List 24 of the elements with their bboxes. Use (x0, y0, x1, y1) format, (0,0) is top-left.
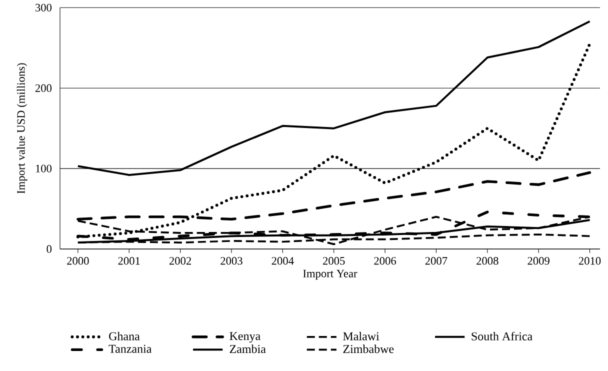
legend-label: Kenya (230, 332, 260, 343)
x-axis-title: Import Year (303, 270, 358, 280)
x-tick-label: 2001 (118, 257, 140, 265)
legend-label: Ghana (109, 332, 140, 340)
x-tick-label: 2010 (578, 257, 601, 265)
y-tick-label: 300 (36, 4, 52, 12)
y-tick-label: 200 (35, 84, 52, 92)
legend-label: Tanzania (108, 344, 152, 353)
x-tick-label: 2007 (425, 257, 448, 265)
x-tick-label: 2008 (476, 257, 498, 265)
x-tick-label: 2003 (220, 257, 242, 265)
legend-label: Malawi (343, 332, 380, 340)
legend-label: Zambia (230, 344, 266, 354)
x-tick-label: 2004 (272, 257, 294, 265)
x-tick-label: 2000 (67, 257, 89, 265)
y-tick-label: 100 (36, 164, 52, 172)
legend-label: South Africa (472, 332, 532, 340)
y-axis-title: Import value USD (millions) (16, 63, 28, 194)
x-tick-label: 2006 (374, 257, 396, 265)
x-tick-label: 2009 (528, 257, 550, 265)
x-tick-label: 2002 (169, 257, 191, 265)
x-tick-label: 2005 (323, 257, 345, 265)
y-tick-label: 0 (46, 245, 52, 253)
legend-label: Zimbabwe (343, 344, 394, 354)
